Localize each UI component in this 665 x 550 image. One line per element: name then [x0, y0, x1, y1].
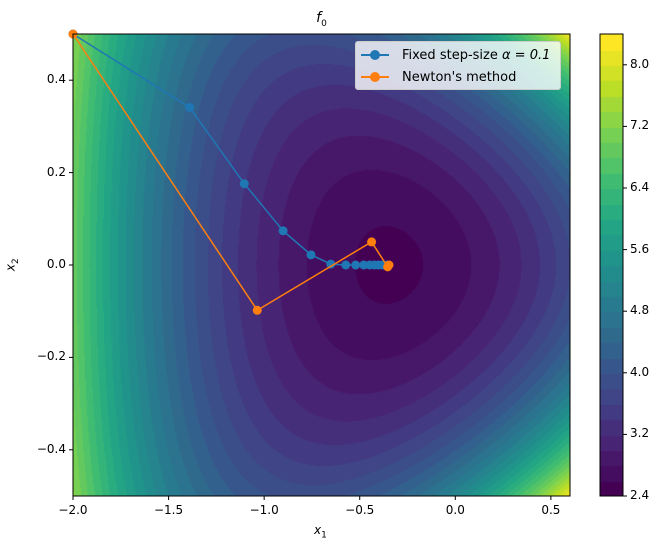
y-tick-label: 0.4 — [46, 72, 66, 87]
colorbar-tick-label: 2.4 — [630, 488, 650, 502]
x-tick-label: −1.0 — [249, 503, 279, 517]
series-marker-0 — [341, 260, 351, 270]
x-axis-label: x1 — [314, 523, 327, 541]
series-marker-1 — [252, 305, 262, 315]
series-marker-0 — [351, 260, 361, 270]
colorbar — [600, 34, 623, 496]
series-marker-1 — [367, 237, 377, 247]
series-marker-0 — [278, 226, 288, 236]
chart-title: f0 — [316, 10, 327, 29]
y-tick-label: −0.2 — [36, 349, 66, 364]
series-line-0 — [72, 33, 387, 266]
x-tick-label: −2.0 — [58, 503, 88, 517]
y-axis-label: x2 — [3, 258, 22, 272]
colorbar-tick-label: 3.2 — [630, 426, 650, 441]
series-marker-0 — [326, 259, 336, 269]
legend-marker-orange — [370, 72, 380, 82]
colorbar-tick-label: 5.6 — [630, 241, 650, 256]
legend-item-fixed-step: Fixed step-size α = 0.1 — [356, 45, 560, 65]
y-tick-label: 0.2 — [46, 164, 66, 179]
series-marker-0 — [306, 250, 316, 260]
series-marker-0 — [185, 102, 195, 112]
contour-plot-area — [73, 34, 570, 496]
legend-label-newton: Newton's method — [402, 70, 517, 85]
series-marker-1 — [384, 260, 394, 270]
x-tick-label: 0.0 — [445, 503, 465, 517]
colorbar-tick-label: 7.2 — [630, 118, 650, 133]
colorbar-tick-label: 4.8 — [630, 303, 650, 318]
y-tick-label: 0.0 — [46, 257, 66, 271]
x-tick-label: 0.5 — [541, 503, 561, 517]
colorbar-tick-label: 6.4 — [630, 180, 650, 194]
y-tick-label: −0.4 — [36, 441, 66, 456]
x-tick-label: −1.5 — [153, 503, 184, 517]
series-line-1 — [72, 33, 390, 312]
legend-item-newton: Newton's method — [356, 67, 560, 87]
colorbar-tick-label: 4.0 — [630, 364, 650, 379]
x-tick-label: −0.5 — [345, 503, 375, 517]
colorbar-frame — [599, 33, 624, 497]
series-marker-0 — [239, 179, 249, 189]
legend-label-fixed-step: Fixed step-size α = 0.1 — [402, 48, 551, 63]
legend-marker-blue — [370, 50, 380, 60]
plot-frame — [72, 33, 571, 497]
legend: Fixed step-size α = 0.1 Newton's method — [355, 41, 561, 90]
colorbar-tick-label: 8.0 — [630, 56, 650, 71]
